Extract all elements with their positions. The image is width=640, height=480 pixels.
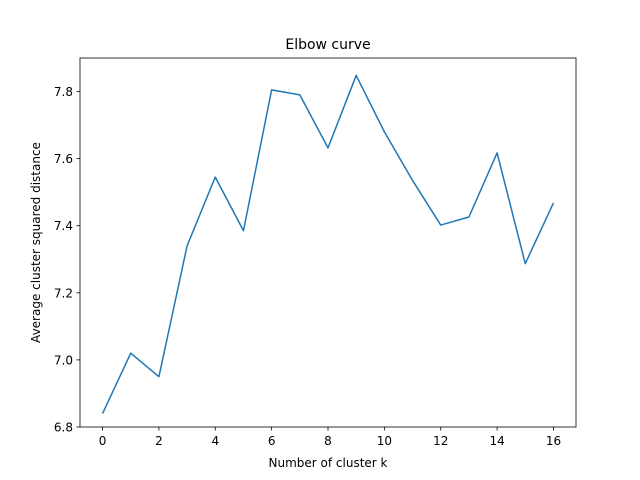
chart-title: Elbow curve <box>285 37 370 53</box>
x-tick-label: 14 <box>489 434 504 448</box>
y-tick-label: 7.2 <box>54 286 73 300</box>
x-tick-label: 4 <box>211 434 219 448</box>
y-tick-label: 6.8 <box>54 421 73 435</box>
axes-frame <box>79 57 577 428</box>
x-axis-label: Number of cluster k <box>269 456 388 470</box>
x-tick-label: 12 <box>433 434 448 448</box>
plot-area: 0 2 4 6 8 10 12 14 16 6.8 7.0 7.2 7.4 7.6 7.8 <box>54 74 561 448</box>
y-tick-label: 7.4 <box>54 219 73 233</box>
x-tick-label: 6 <box>268 434 276 448</box>
series-line <box>101 74 555 414</box>
y-tick-label: 7.8 <box>54 85 73 99</box>
y-tick-label: 7.0 <box>54 353 73 367</box>
x-tick-label: 8 <box>324 434 332 448</box>
x-tick-label: 10 <box>377 434 392 448</box>
x-tick-label: 16 <box>546 434 561 448</box>
y-tick-label: 7.6 <box>54 152 73 166</box>
x-tick-label: 2 <box>155 434 163 448</box>
x-tick-label: 0 <box>99 434 107 448</box>
y-axis-label: Average cluster squared distance <box>29 142 43 343</box>
